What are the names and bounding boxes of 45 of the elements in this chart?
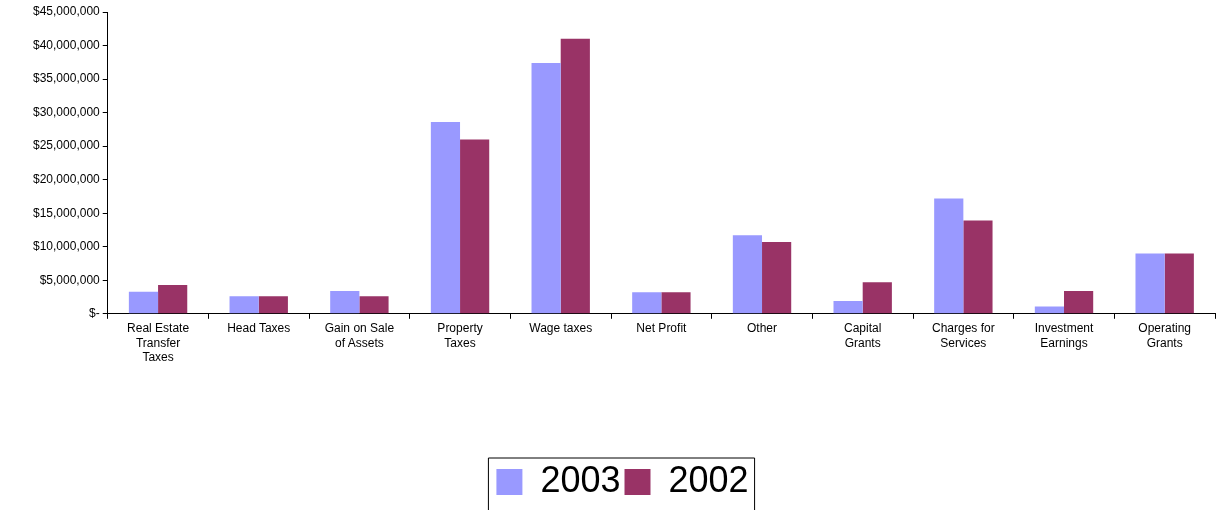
bar (1034, 306, 1065, 314)
x-tick-label: Gain on Sale of Assets (324, 321, 395, 350)
x-tick-label: Investment Earnings (1034, 321, 1095, 350)
legend-label: 2002 (668, 458, 749, 500)
bar (1135, 253, 1165, 314)
y-tick-label: $5,000,000 (39, 272, 101, 287)
bar (862, 282, 892, 314)
bar (229, 296, 259, 314)
x-tick-label: Capital Grants (844, 321, 882, 350)
x-tick-label: Other (747, 321, 778, 336)
x-tick-label: Property Taxes (437, 321, 483, 350)
bar (963, 220, 993, 314)
x-tick-label: Head Taxes (227, 321, 291, 336)
bar (158, 284, 188, 314)
legend-label: 2003 (540, 458, 621, 500)
x-tick-label: Wage taxes (529, 321, 593, 336)
x-tick-label: Operating Grants (1138, 321, 1192, 350)
bar (460, 139, 490, 314)
y-tick-label: $25,000,000 (33, 138, 101, 153)
bar (330, 291, 360, 314)
y-tick-label: $40,000,000 (33, 37, 101, 52)
y-tick-label: $15,000,000 (33, 205, 101, 220)
bar (632, 292, 662, 314)
bar (1064, 291, 1094, 314)
y-tick-label: $45,000,000 (33, 4, 101, 19)
bar (430, 121, 461, 314)
bar (934, 198, 964, 314)
bar (258, 296, 288, 314)
y-tick-label: $10,000,000 (33, 239, 101, 254)
bar (531, 62, 561, 314)
y-tick-label: $35,000,000 (33, 71, 101, 86)
bar (732, 235, 763, 314)
x-tick-label: Net Profit (636, 321, 688, 336)
bar (560, 38, 590, 314)
bar (762, 242, 792, 314)
bar (661, 292, 691, 314)
y-tick-label: $- (89, 306, 100, 321)
y-tick-label: $20,000,000 (33, 171, 101, 186)
bar (1164, 253, 1194, 314)
x-tick-label: Charges for Services (932, 321, 995, 350)
bar (359, 296, 389, 314)
y-tick-label: $30,000,000 (33, 104, 101, 119)
bar (833, 301, 863, 314)
bar (128, 291, 159, 314)
x-tick-label: Real Estate Transfer Taxes (127, 321, 190, 365)
